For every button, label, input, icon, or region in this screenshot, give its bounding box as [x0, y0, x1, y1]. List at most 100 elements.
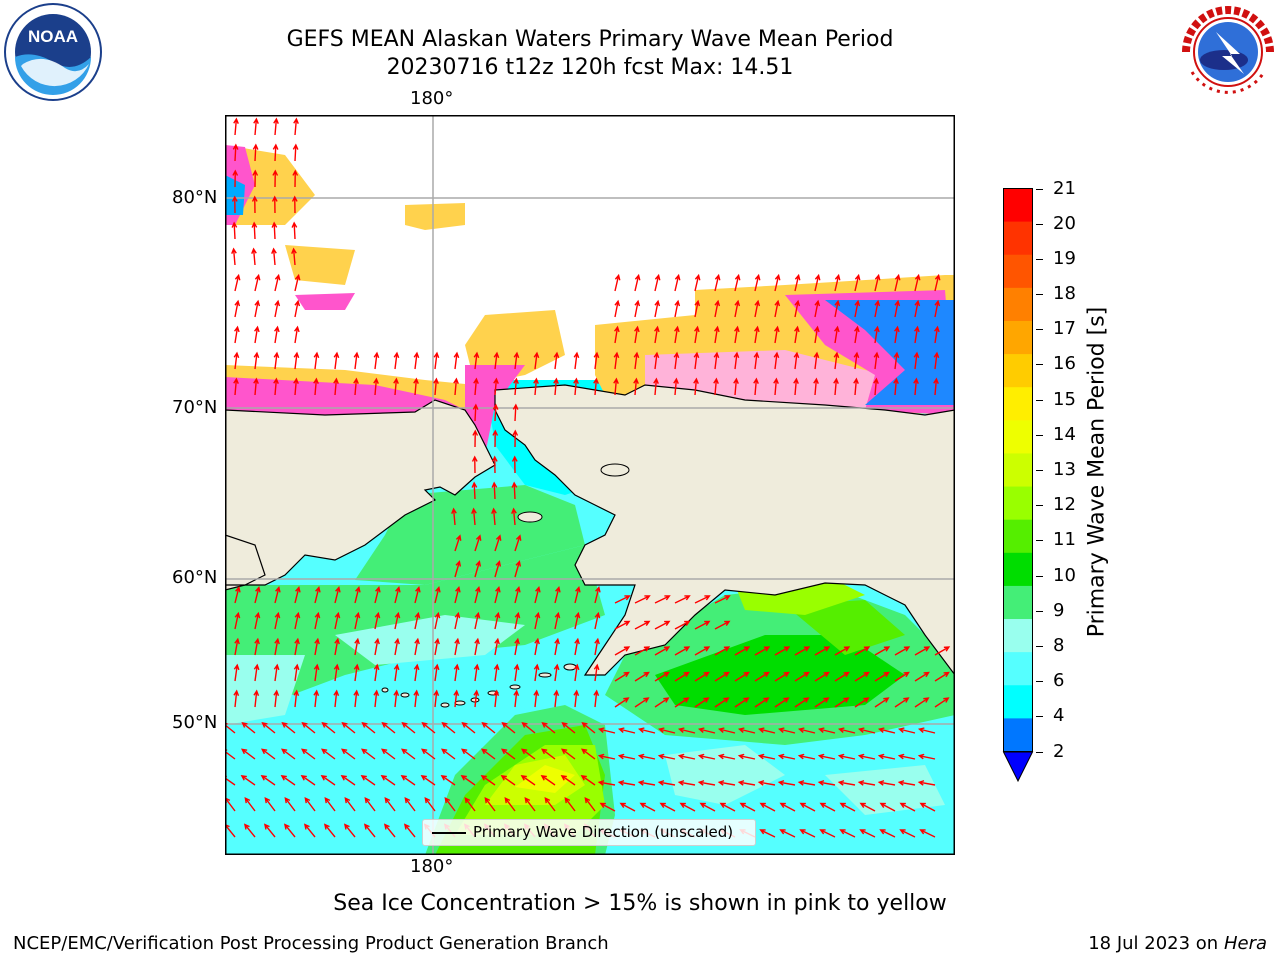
colorbar-tick-label: 14 [1053, 423, 1076, 445]
colorbar-tick-label: 21 [1053, 177, 1076, 199]
wave-direction-arrow [754, 671, 770, 682]
wave-direction-arrow [657, 780, 676, 786]
wave-direction-arrow [492, 403, 499, 422]
wave-direction-arrow [513, 351, 520, 370]
wave-direction-arrow [274, 273, 281, 292]
wave-direction-arrow [877, 780, 896, 786]
wave-direction-arrow [714, 620, 731, 630]
wave-direction-arrow [873, 351, 880, 370]
wave-direction-arrow [814, 697, 830, 708]
colorbar-block [1003, 387, 1033, 421]
wave-direction-arrow [313, 689, 320, 708]
wave-direction-arrow [373, 351, 380, 370]
wave-direction-arrow [434, 611, 441, 630]
wave-direction-arrow [879, 802, 896, 812]
wave-direction-arrow [674, 620, 691, 630]
colorbar-tick-mark [1036, 716, 1043, 718]
wave-direction-arrow [361, 721, 376, 734]
wave-direction-arrow [677, 753, 696, 760]
wave-direction-arrow [917, 753, 936, 760]
wave-direction-arrow [514, 611, 521, 630]
wave-direction-arrow [793, 351, 800, 370]
wave-direction-arrow [363, 823, 376, 838]
wave-direction-arrow [292, 143, 299, 162]
wave-direction-arrow [693, 377, 699, 396]
wave-direction-arrow [254, 273, 261, 292]
wave-direction-arrow [774, 299, 781, 318]
wave-direction-arrow [293, 351, 300, 370]
wave-direction-arrow [934, 273, 941, 292]
wave-direction-arrow [614, 620, 631, 630]
wave-direction-arrow [879, 829, 896, 838]
wave-direction-arrow [464, 796, 476, 812]
wave-direction-arrow [383, 823, 396, 838]
wave-direction-arrow [919, 802, 936, 812]
wave-direction-arrow [934, 646, 951, 656]
wave-direction-arrow [733, 325, 740, 344]
wave-direction-arrow [597, 753, 616, 760]
wave-direction-arrow [244, 796, 256, 812]
wave-direction-arrow [597, 780, 616, 786]
wave-direction-arrow [857, 753, 876, 760]
wave-direction-arrow [324, 796, 336, 812]
wave-direction-arrow [793, 325, 800, 344]
wave-direction-arrow [833, 325, 840, 344]
wave-direction-arrow [797, 780, 816, 786]
wave-direction-arrow [594, 637, 600, 656]
wave-direction-arrow [654, 697, 670, 708]
wave-direction-arrow [839, 829, 856, 838]
wave-direction-arrow [511, 507, 517, 526]
wave-direction-arrow [674, 273, 681, 292]
wave-direction-arrow [933, 351, 940, 370]
wave-direction-arrow [441, 721, 456, 734]
wave-direction-arrow [373, 377, 379, 396]
wave-direction-arrow [639, 802, 656, 812]
wave-direction-arrow [914, 273, 921, 292]
wave-direction-arrow [634, 697, 650, 708]
wave-direction-arrow [393, 377, 399, 396]
wave-direction-arrow [777, 780, 796, 786]
wave-direction-arrow [714, 273, 721, 292]
wave-direction-arrow [344, 796, 356, 812]
wave-direction-arrow [897, 727, 916, 734]
wave-direction-arrow [894, 273, 901, 292]
wave-direction-arrow [717, 727, 736, 734]
wave-direction-arrow [533, 377, 539, 396]
wave-direction-arrow [653, 377, 659, 396]
wave-direction-arrow [273, 377, 279, 396]
wave-direction-arrow [480, 748, 496, 760]
wave-direction-arrow [300, 774, 316, 786]
wave-direction-arrow [813, 325, 820, 344]
wave-direction-arrow [231, 195, 238, 214]
wave-direction-arrow [520, 748, 536, 760]
wave-direction-arrow [757, 780, 776, 786]
lat-label-70: 70°N [172, 397, 218, 418]
wave-direction-arrow [233, 377, 239, 396]
wave-direction-arrow [481, 721, 496, 734]
wave-direction-arrow [573, 689, 580, 708]
wave-direction-arrow [699, 802, 716, 812]
wave-direction-arrow [293, 689, 300, 708]
wave-direction-arrow [231, 221, 238, 240]
wave-direction-arrow [813, 351, 820, 370]
wave-direction-arrow [913, 325, 920, 344]
wave-direction-arrow [617, 727, 636, 734]
wave-direction-arrow [293, 377, 299, 396]
colorbar-tick-mark [1036, 294, 1043, 296]
wave-direction-arrow [353, 377, 359, 396]
wave-direction-arrow [560, 774, 576, 786]
wave-direction-arrow [420, 748, 436, 760]
wave-direction-arrow [734, 299, 741, 318]
wave-direction-arrow [617, 753, 636, 760]
wave-direction-arrow [234, 585, 241, 604]
wave-direction-arrow [232, 169, 239, 188]
wave-direction-arrow [414, 637, 420, 656]
wave-direction-arrow [454, 585, 461, 604]
wave-direction-arrow [333, 377, 339, 396]
wave-direction-arrow [421, 721, 436, 734]
colorbar-under-triangle [1002, 751, 1034, 783]
wave-direction-arrow [553, 689, 560, 708]
colorbar-block [1003, 652, 1033, 686]
wave-direction-arrow [633, 377, 639, 396]
wave-direction-arrow [420, 774, 436, 786]
